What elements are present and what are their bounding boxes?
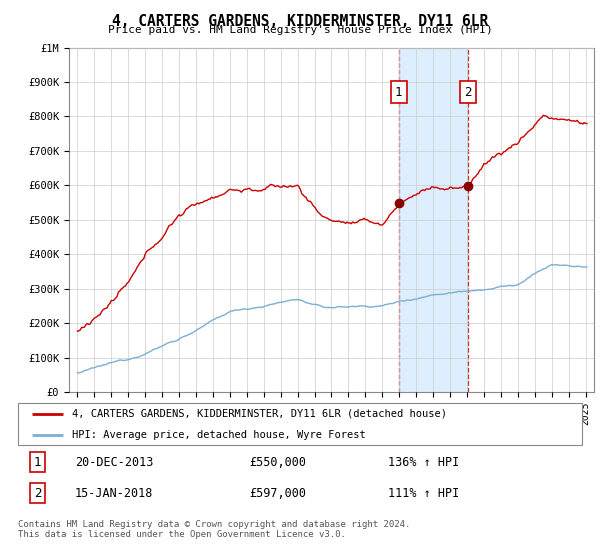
Bar [399,48,467,392]
Text: 2: 2 [34,487,41,500]
Text: 1: 1 [395,86,403,99]
Text: Price paid vs. HM Land Registry's House Price Index (HPI): Price paid vs. HM Land Registry's House … [107,25,493,35]
Text: 4, CARTERS GARDENS, KIDDERMINSTER, DY11 6LR (detached house): 4, CARTERS GARDENS, KIDDERMINSTER, DY11 … [71,409,446,419]
Text: 20-DEC-2013: 20-DEC-2013 [74,456,153,469]
Text: £550,000: £550,000 [249,456,306,469]
FancyBboxPatch shape [18,403,582,445]
Text: 15-JAN-2018: 15-JAN-2018 [74,487,153,500]
Text: 1: 1 [34,456,41,469]
Text: 2: 2 [464,86,472,99]
Text: HPI: Average price, detached house, Wyre Forest: HPI: Average price, detached house, Wyre… [71,430,365,440]
Text: 111% ↑ HPI: 111% ↑ HPI [388,487,460,500]
Text: 4, CARTERS GARDENS, KIDDERMINSTER, DY11 6LR: 4, CARTERS GARDENS, KIDDERMINSTER, DY11 … [112,14,488,29]
Text: £597,000: £597,000 [249,487,306,500]
Text: Contains HM Land Registry data © Crown copyright and database right 2024.
This d: Contains HM Land Registry data © Crown c… [18,520,410,539]
Text: 136% ↑ HPI: 136% ↑ HPI [388,456,460,469]
